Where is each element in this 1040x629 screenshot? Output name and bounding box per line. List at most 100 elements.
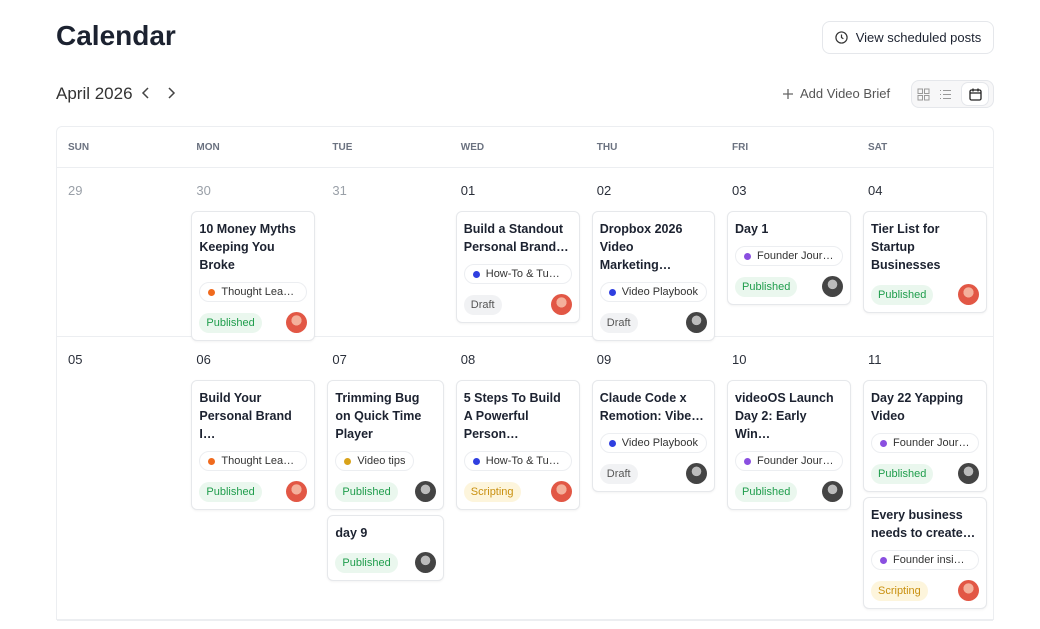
status-badge: Draft — [599, 463, 638, 484]
post-title: day 9 — [335, 526, 368, 540]
tag-dot — [608, 288, 616, 296]
tag-dot — [472, 457, 480, 465]
post-title: Build Your Personal Brand I… — [199, 391, 292, 441]
prev-month[interactable] — [141, 86, 151, 100]
post-title: Day 22 Yapping Video — [871, 391, 964, 423]
post-footer: Published — [871, 463, 979, 484]
month-label: April 2026 — [56, 84, 133, 103]
tag-label: How-To & Tuto… — [485, 268, 563, 280]
clock-icon — [835, 31, 848, 44]
post-footer: Published — [335, 481, 436, 502]
post-title: Day 1 — [735, 222, 769, 236]
post-title: 5 Steps To Build A Powerful Person… — [463, 391, 561, 441]
status-badge: Published — [871, 463, 934, 484]
tag-dot — [208, 288, 216, 296]
avatar — [550, 294, 572, 315]
tag-label: Video Playbook — [621, 286, 698, 298]
post-title: Build a Standout Personal Brand… — [463, 222, 569, 254]
avatar — [822, 276, 843, 297]
post-card[interactable]: 5 Steps To Build A Powerful Person… How-T… — [455, 380, 580, 510]
status-badge: Scripting — [871, 580, 928, 601]
post-tag: Founder Journ… — [735, 451, 843, 471]
add-video-brief[interactable]: Add Video Brief — [782, 86, 890, 101]
post-footer: Scripting — [871, 580, 979, 601]
calendar-grid: SUN MON TUE WED THU FRI SAT 29 30 10 Money Myths … — [56, 126, 994, 621]
day-cell: 31 — [321, 168, 450, 337]
status-badge: Published — [735, 481, 798, 502]
weekday-header: WED — [449, 127, 586, 168]
post-footer: Published — [335, 552, 436, 573]
grid-view[interactable] — [917, 88, 930, 101]
post-card[interactable]: Build Your Personal Brand I… Thought Lead… — [191, 380, 316, 510]
post-title: Every business needs to create… — [871, 508, 976, 540]
date-number: 03 — [732, 183, 747, 198]
day-cell: 04 Tier List for Startup Businesses Publis… — [857, 168, 993, 337]
weekday-header: MON — [185, 127, 322, 168]
date-number: 06 — [196, 352, 211, 367]
date-number: 07 — [332, 352, 347, 367]
next-month[interactable] — [166, 86, 176, 100]
date-number: 05 — [68, 352, 83, 367]
weekday-header: SUN — [57, 127, 186, 168]
post-tag: Founder Journ… — [735, 246, 843, 266]
post-footer: Published — [871, 284, 979, 305]
add-label: Add Video Brief — [800, 86, 891, 101]
calendar-view[interactable] — [962, 83, 989, 105]
day-cell: 02 Dropbox 2026 Video Marketing… Video Pla… — [585, 168, 721, 341]
post-card[interactable]: Every business needs to create… Founder i… — [863, 497, 987, 609]
post-footer: Draft — [599, 463, 707, 484]
post-tag: How-To & Tuto… — [463, 451, 572, 471]
post-card[interactable]: Day 22 Yapping Video Founder Journ… Publis… — [863, 380, 987, 492]
post-footer: Published — [735, 276, 843, 297]
post-title: Claude Code x Remotion: Vibe… — [599, 391, 704, 423]
post-footer: Published — [735, 481, 843, 502]
view-toggle — [911, 80, 994, 108]
post-card[interactable]: Trimming Bug on Quick Time Player Video t… — [327, 380, 444, 510]
post-card[interactable]: Day 1 Founder Journ… Published — [727, 211, 851, 305]
date-number: 29 — [68, 183, 83, 198]
tag-dot — [744, 457, 751, 465]
tag-dot — [472, 270, 480, 278]
plus-icon — [783, 88, 793, 99]
post-card[interactable]: Build a Standout Personal Brand… How-To &… — [455, 211, 580, 323]
post-card[interactable]: Dropbox 2026 Video Marketing… Video Playb… — [591, 211, 715, 341]
date-number: 31 — [332, 183, 347, 198]
status-badge: Published — [735, 276, 798, 297]
tag-label: Thought Lead… — [221, 286, 299, 298]
tag-label: Founder Journ… — [757, 250, 834, 262]
day-cell: 01 Build a Standout Personal Brand… How-To… — [449, 168, 586, 337]
list-view[interactable] — [939, 88, 952, 101]
post-card[interactable]: Tier List for Startup Businesses Publishe… — [863, 211, 987, 313]
date-number: 11 — [868, 352, 882, 367]
avatar — [286, 312, 308, 333]
post-card[interactable]: 10 Money Myths Keeping You Broke Thought … — [191, 211, 316, 341]
post-card[interactable]: day 9 Published — [327, 515, 444, 581]
post-footer: Draft — [599, 312, 707, 333]
post-tag: Video Playbook — [599, 282, 707, 302]
avatar — [414, 481, 436, 502]
day-cell: 08 5 Steps To Build A Powerful Person… How… — [449, 337, 586, 621]
date-number: 09 — [596, 352, 612, 367]
post-card[interactable]: Claude Code x Remotion: Vibe… Video Playb… — [591, 380, 715, 492]
post-tag: Founder Journ… — [871, 433, 979, 453]
avatar — [550, 481, 572, 502]
weekday-header: TUE — [321, 127, 450, 168]
status-badge: Scripting — [463, 481, 521, 502]
status-badge: Published — [871, 284, 934, 305]
status-badge: Published — [335, 552, 398, 573]
tag-label: Video tips — [357, 455, 406, 467]
post-title: videoOS Launch Day 2: Early Win… — [735, 391, 834, 441]
view-scheduled-button[interactable]: View scheduled posts — [822, 21, 994, 54]
date-number: 08 — [460, 352, 476, 367]
post-footer: Scripting — [463, 481, 572, 502]
post-tag: Video tips — [335, 451, 415, 471]
post-card[interactable]: videoOS Launch Day 2: Early Win… Founder … — [727, 380, 851, 510]
post-footer: Published — [199, 312, 308, 333]
post-tag: Thought Lead… — [199, 282, 308, 302]
status-badge: Published — [199, 312, 262, 333]
weekday-header: FRI — [721, 127, 857, 168]
avatar — [822, 481, 843, 502]
post-footer: Draft — [463, 294, 572, 315]
date-number: 10 — [732, 352, 747, 367]
